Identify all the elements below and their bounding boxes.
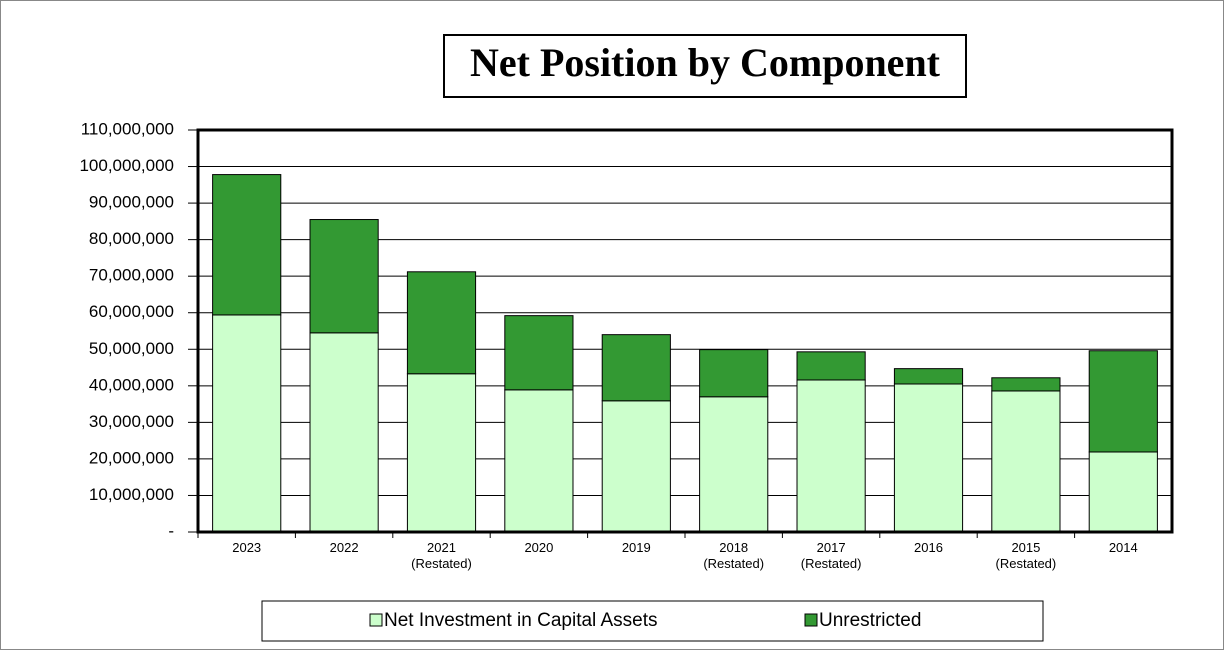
bar-segment (991, 390, 1061, 533)
x-tick-label: 2020 (524, 540, 553, 555)
bar-segment (893, 383, 964, 533)
bar-segment (991, 377, 1061, 392)
chart-title: Net Position by Component (470, 40, 941, 85)
title-box (443, 34, 967, 98)
x-tick-label: 2019 (622, 540, 651, 555)
y-tick-label: 60,000,000 (89, 302, 174, 321)
bar-segment (406, 373, 477, 533)
legend-swatch (804, 613, 818, 627)
bar-segment (212, 314, 282, 533)
legend-label: Unrestricted (819, 610, 921, 631)
bar-segment (893, 368, 964, 385)
bar-segment (1088, 451, 1158, 533)
bar-segment (796, 351, 866, 381)
bar-segment (309, 332, 379, 533)
bar-segment (309, 219, 379, 334)
x-tick-label: 2014 (1109, 540, 1138, 555)
bar-segment (504, 389, 574, 533)
x-tick-label: 2016 (914, 540, 943, 555)
x-tick-label: 2015 (Restated) (996, 540, 1057, 571)
x-tick-label: 2017 (Restated) (801, 540, 862, 571)
bar-segment (406, 271, 477, 375)
bar-segment (699, 349, 769, 398)
legend-box (261, 600, 1044, 642)
y-tick-label: 90,000,000 (89, 193, 174, 212)
bar-segment (601, 334, 671, 402)
y-tick-label: 80,000,000 (89, 229, 174, 248)
bar-segment (212, 174, 282, 316)
bar-segment (504, 315, 574, 391)
x-tick-label: 2023 (232, 540, 261, 555)
legend-swatch (369, 613, 383, 627)
bar-segment (699, 396, 769, 533)
y-tick-label: 100,000,000 (79, 156, 174, 175)
x-tick-label: 2022 (330, 540, 359, 555)
y-tick-label: 70,000,000 (89, 266, 174, 285)
y-tick-label: 40,000,000 (89, 375, 174, 394)
y-tick-label: 10,000,000 (89, 485, 174, 504)
y-tick-label: 50,000,000 (89, 339, 174, 358)
y-tick-label: 30,000,000 (89, 412, 174, 431)
y-tick-label: - (168, 521, 174, 540)
x-tick-label: 2021 (Restated) (411, 540, 472, 571)
plot-border (196, 128, 1174, 534)
legend-label: Net Investment in Capital Assets (384, 610, 658, 631)
y-tick-label: 20,000,000 (89, 448, 174, 467)
y-tick-label: 110,000,000 (81, 119, 174, 138)
bar-segment (796, 379, 866, 533)
bar-segment (601, 400, 671, 533)
bar-segment (1088, 350, 1158, 453)
x-tick-label: 2018 (Restated) (703, 540, 764, 571)
